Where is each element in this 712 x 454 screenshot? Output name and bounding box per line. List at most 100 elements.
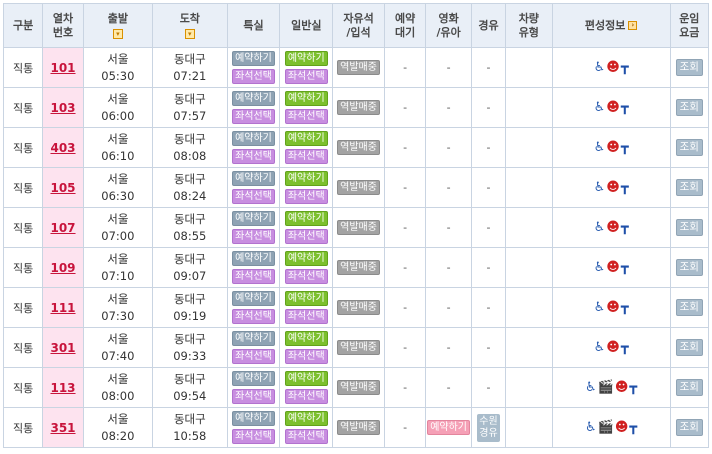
first-class-reserve-button[interactable]: 예약하기 bbox=[232, 411, 275, 426]
train-number-link[interactable]: 109 bbox=[50, 260, 76, 275]
waitlist-dash: - bbox=[403, 421, 408, 434]
standard-reserve-button[interactable]: 예약하기 bbox=[284, 91, 328, 106]
standard-seat-select-button[interactable]: 좌석선택 bbox=[284, 229, 328, 244]
waitlist-cell: - bbox=[383, 247, 427, 288]
train-number-link[interactable]: 103 bbox=[50, 100, 76, 115]
first-class-reserve-button[interactable]: 예약하기 bbox=[232, 251, 275, 266]
header-fare: 운임 요금 bbox=[669, 3, 710, 48]
standard-reserve-button[interactable]: 예약하기 bbox=[284, 371, 328, 386]
first-class-reserve-button[interactable]: 예약하기 bbox=[232, 331, 275, 346]
fare-view-button[interactable]: 조회 bbox=[675, 419, 703, 436]
train-number-link[interactable]: 113 bbox=[50, 380, 76, 395]
film-icon: 🎬 bbox=[597, 380, 614, 395]
car-type-cell bbox=[505, 47, 553, 88]
table-row: 직통 111 서울 07:30 동대구 09:19 예약하기 좌석선택 예약하기 좌석선… bbox=[2, 287, 710, 328]
fare-view-button[interactable]: 조회 bbox=[675, 139, 703, 156]
standard-seat-select-button[interactable]: 좌석선택 bbox=[284, 269, 328, 284]
wheelchair-icon: ♿ bbox=[593, 340, 606, 355]
family-reserve-button[interactable]: 예약하기 bbox=[427, 420, 470, 435]
departure-cell: 서울 06:30 bbox=[82, 167, 154, 208]
standard-seat-select-button[interactable]: 좌석선택 bbox=[284, 69, 328, 84]
standard-reserve-button[interactable]: 예약하기 bbox=[284, 211, 328, 226]
train-number-link[interactable]: 111 bbox=[50, 300, 76, 315]
standard-reserve-button[interactable]: 예약하기 bbox=[284, 51, 328, 66]
departure-cell: 서울 07:30 bbox=[82, 287, 154, 328]
sort-down-icon[interactable]: ▾ bbox=[184, 28, 195, 39]
first-class-seat-select-button[interactable]: 좌석선택 bbox=[232, 229, 275, 244]
departure-cell: 서울 08:00 bbox=[82, 367, 154, 408]
standard-reserve-button[interactable]: 예약하기 bbox=[284, 131, 328, 146]
first-class-reserve-button[interactable]: 예약하기 bbox=[232, 91, 275, 106]
type-label: 직통 bbox=[13, 341, 34, 355]
standard-reserve-button[interactable]: 예약하기 bbox=[284, 411, 328, 426]
fare-view-button[interactable]: 조회 bbox=[675, 339, 703, 356]
first-class-seat-select-button[interactable]: 좌석선택 bbox=[232, 69, 275, 84]
standard-seat-select-button[interactable]: 좌석선택 bbox=[284, 309, 328, 324]
standard-reserve-button[interactable]: 예약하기 bbox=[284, 331, 328, 346]
fare-view-button[interactable]: 조회 bbox=[675, 99, 703, 116]
via-dash: - bbox=[486, 261, 491, 274]
standard-seat-select-button[interactable]: 좌석선택 bbox=[284, 389, 328, 404]
wheelchair-icon: ♿ bbox=[585, 380, 597, 395]
station-sale-badge: 역발매중 bbox=[337, 180, 380, 195]
standard-reserve-button[interactable]: 예약하기 bbox=[284, 171, 328, 186]
fare-cell: 조회 bbox=[669, 167, 710, 208]
train-number-link[interactable]: 105 bbox=[50, 180, 76, 195]
first-class-seat-select-button[interactable]: 좌석선택 bbox=[232, 189, 275, 204]
sort-down-icon[interactable]: ▾ bbox=[112, 28, 123, 39]
train-number-link[interactable]: 101 bbox=[50, 60, 76, 75]
fare-view-button[interactable]: 조회 bbox=[675, 379, 703, 396]
formation-info-icon[interactable]: › bbox=[628, 21, 638, 30]
first-class-seat-select-button[interactable]: 좌석선택 bbox=[232, 269, 275, 284]
fare-view-button[interactable]: 조회 bbox=[675, 219, 703, 236]
table-icon: ┳ bbox=[629, 380, 638, 395]
type-cell: 직통 bbox=[2, 47, 44, 88]
fare-cell: 조회 bbox=[669, 367, 710, 408]
first-class-seat-select-button[interactable]: 좌석선택 bbox=[232, 429, 275, 444]
departure-time: 05:30 bbox=[101, 68, 135, 83]
table-icon: ┳ bbox=[620, 260, 629, 275]
train-number-link[interactable]: 351 bbox=[50, 420, 76, 435]
first-class-reserve-button[interactable]: 예약하기 bbox=[232, 291, 275, 306]
first-class-reserve-button[interactable]: 예약하기 bbox=[232, 211, 275, 226]
standard-reserve-button[interactable]: 예약하기 bbox=[284, 291, 328, 306]
first-class-reserve-button[interactable]: 예약하기 bbox=[232, 51, 275, 66]
standard-seat-select-button[interactable]: 좌석선택 bbox=[284, 109, 328, 124]
header-departure[interactable]: 출발 ▾ bbox=[82, 3, 154, 48]
first-class-reserve-button[interactable]: 예약하기 bbox=[232, 371, 275, 386]
waitlist-cell: - bbox=[383, 407, 427, 448]
fare-view-button[interactable]: 조회 bbox=[675, 299, 703, 316]
first-class-seat-select-button[interactable]: 좌석선택 bbox=[232, 149, 275, 164]
fare-view-button[interactable]: 조회 bbox=[675, 259, 703, 276]
first-class-reserve-button[interactable]: 예약하기 bbox=[232, 171, 275, 186]
header-family-label: 영화 /유아 bbox=[436, 11, 461, 39]
header-formation[interactable]: 편성정보 › bbox=[551, 3, 671, 48]
first-class-seat-select-button[interactable]: 좌석선택 bbox=[232, 349, 275, 364]
type-cell: 직통 bbox=[2, 207, 44, 248]
arrival-station: 동대구 bbox=[173, 251, 206, 266]
train-number-link[interactable]: 403 bbox=[50, 140, 76, 155]
train-no-cell: 351 bbox=[42, 407, 84, 448]
nurse-icon: ☻ bbox=[606, 180, 620, 195]
standard-seat-select-button[interactable]: 좌석선택 bbox=[284, 349, 328, 364]
header-arrival[interactable]: 도착 ▾ bbox=[152, 3, 228, 48]
departure-station: 서울 bbox=[107, 251, 129, 266]
first-class-reserve-button[interactable]: 예약하기 bbox=[232, 131, 275, 146]
fare-view-button[interactable]: 조회 bbox=[675, 59, 703, 76]
standard-seat-select-button[interactable]: 좌석선택 bbox=[284, 189, 328, 204]
train-number-link[interactable]: 107 bbox=[50, 220, 76, 235]
free-seat-cell: 역발매중 bbox=[332, 407, 385, 448]
first-class-seat-select-button[interactable]: 좌석선택 bbox=[232, 389, 275, 404]
header-type-label: 구분 bbox=[13, 18, 34, 32]
standard-seat-select-button[interactable]: 좌석선택 bbox=[284, 149, 328, 164]
fare-cell: 조회 bbox=[669, 247, 710, 288]
header-standard: 일반실 bbox=[279, 3, 334, 48]
standard-seat-select-button[interactable]: 좌석선택 bbox=[284, 429, 328, 444]
first-class-seat-select-button[interactable]: 좌석선택 bbox=[232, 309, 275, 324]
standard-reserve-button[interactable]: 예약하기 bbox=[284, 251, 328, 266]
first-class-seat-select-button[interactable]: 좌석선택 bbox=[232, 109, 275, 124]
train-number-link[interactable]: 301 bbox=[50, 340, 76, 355]
fare-view-button[interactable]: 조회 bbox=[675, 179, 703, 196]
type-cell: 직통 bbox=[2, 247, 44, 288]
